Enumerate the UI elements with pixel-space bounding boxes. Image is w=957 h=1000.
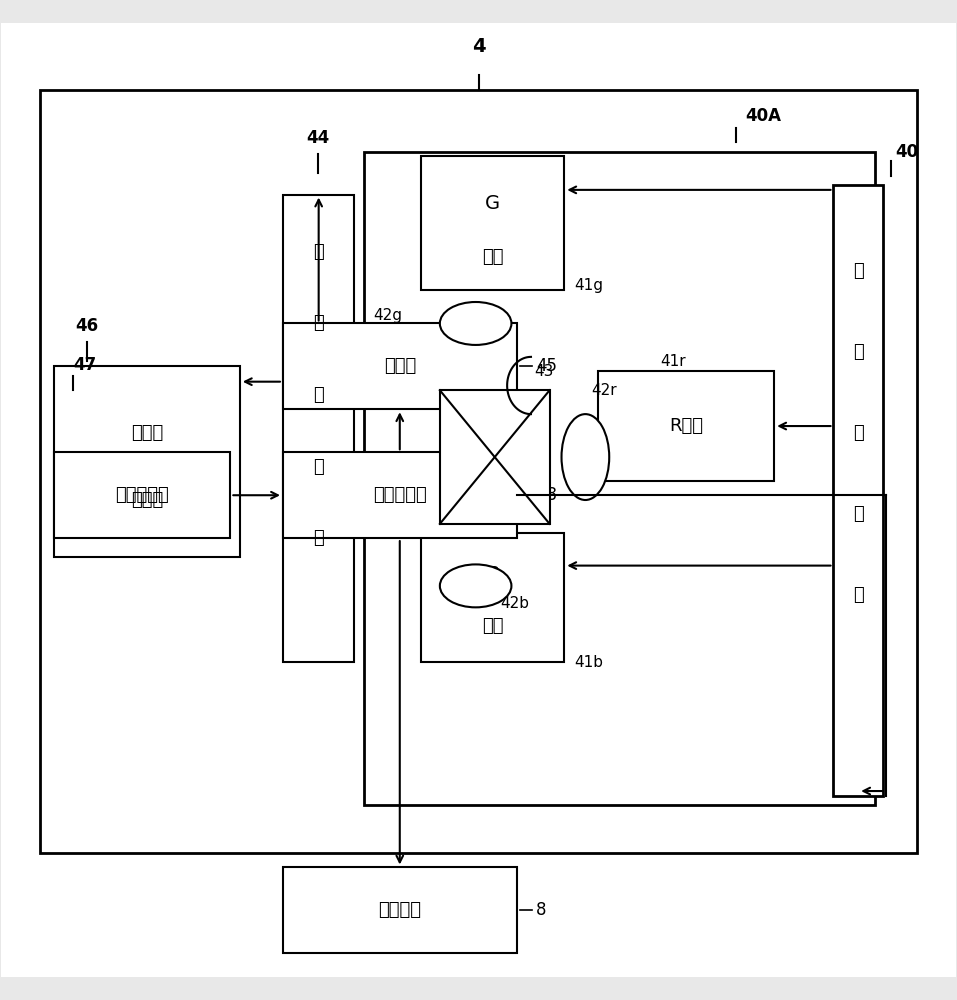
FancyBboxPatch shape xyxy=(421,156,565,290)
Text: 光: 光 xyxy=(853,262,863,280)
Text: G: G xyxy=(485,194,501,213)
FancyBboxPatch shape xyxy=(283,867,517,953)
Text: 显示装置: 显示装置 xyxy=(378,901,421,919)
FancyBboxPatch shape xyxy=(440,390,549,524)
Text: 驱动部: 驱动部 xyxy=(384,357,416,375)
Text: 40A: 40A xyxy=(746,107,782,125)
Ellipse shape xyxy=(562,414,610,500)
Ellipse shape xyxy=(440,564,511,607)
FancyBboxPatch shape xyxy=(54,452,231,538)
Text: 学系统: 学系统 xyxy=(131,491,163,509)
Text: 制: 制 xyxy=(313,386,324,404)
Text: 44: 44 xyxy=(306,129,330,147)
Text: 47: 47 xyxy=(73,356,97,374)
FancyBboxPatch shape xyxy=(598,371,774,481)
Text: 件: 件 xyxy=(313,529,324,547)
Text: 光: 光 xyxy=(313,243,324,261)
Text: 42r: 42r xyxy=(591,383,616,398)
Text: 投影光: 投影光 xyxy=(131,424,163,442)
Text: 41g: 41g xyxy=(574,278,603,293)
Text: 43: 43 xyxy=(534,364,553,379)
Text: 48: 48 xyxy=(536,486,557,504)
Text: 控: 控 xyxy=(853,424,863,442)
Text: 41r: 41r xyxy=(659,354,685,369)
Text: 41b: 41b xyxy=(574,655,603,670)
FancyBboxPatch shape xyxy=(283,323,517,409)
Text: 8: 8 xyxy=(536,901,546,919)
Text: 信息获取部: 信息获取部 xyxy=(115,486,169,504)
FancyBboxPatch shape xyxy=(283,195,354,662)
FancyBboxPatch shape xyxy=(834,185,883,796)
Ellipse shape xyxy=(440,302,511,345)
Text: 45: 45 xyxy=(536,357,557,375)
Text: 42g: 42g xyxy=(373,308,402,323)
FancyBboxPatch shape xyxy=(421,533,565,662)
Text: 元: 元 xyxy=(313,458,324,476)
Text: 制: 制 xyxy=(853,505,863,523)
FancyBboxPatch shape xyxy=(1,23,956,977)
Text: 4: 4 xyxy=(472,37,485,56)
Text: 调: 调 xyxy=(313,314,324,332)
Text: 46: 46 xyxy=(76,317,99,335)
Text: B: B xyxy=(486,565,500,584)
Text: 光源: 光源 xyxy=(482,617,503,635)
Text: 系统控制部: 系统控制部 xyxy=(373,486,427,504)
Text: R光源: R光源 xyxy=(669,417,703,435)
FancyBboxPatch shape xyxy=(54,366,240,557)
Text: 部: 部 xyxy=(853,586,863,604)
Text: 源: 源 xyxy=(853,343,863,361)
FancyBboxPatch shape xyxy=(283,452,517,538)
FancyBboxPatch shape xyxy=(39,90,918,853)
Text: 42b: 42b xyxy=(501,596,529,611)
Text: 40: 40 xyxy=(896,143,919,161)
FancyBboxPatch shape xyxy=(364,152,875,805)
Text: 光源: 光源 xyxy=(482,248,503,266)
